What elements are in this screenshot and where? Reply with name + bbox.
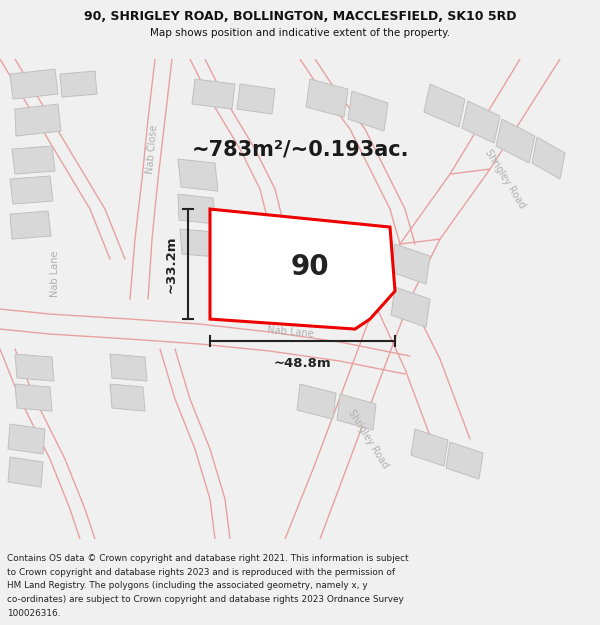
Text: Nab Lane: Nab Lane [266,325,314,339]
Polygon shape [110,354,147,381]
Polygon shape [12,146,55,174]
Text: ~783m²/~0.193ac.: ~783m²/~0.193ac. [191,139,409,159]
Polygon shape [15,384,52,411]
Text: 90, SHRIGLEY ROAD, BOLLINGTON, MACCLESFIELD, SK10 5RD: 90, SHRIGLEY ROAD, BOLLINGTON, MACCLESFI… [84,10,516,23]
Polygon shape [8,424,45,454]
Text: co-ordinates) are subject to Crown copyright and database rights 2023 Ordnance S: co-ordinates) are subject to Crown copyr… [7,595,404,604]
Text: 100026316.: 100026316. [7,609,61,618]
Polygon shape [297,384,336,419]
Polygon shape [192,79,235,109]
Polygon shape [8,457,43,487]
Text: ~48.8m: ~48.8m [274,357,331,370]
Polygon shape [391,287,430,327]
Polygon shape [110,384,145,411]
Text: Map shows position and indicative extent of the property.: Map shows position and indicative extent… [150,28,450,39]
Polygon shape [446,442,483,479]
Polygon shape [337,394,376,430]
Polygon shape [532,137,565,179]
Polygon shape [15,354,54,381]
Text: Contains OS data © Crown copyright and database right 2021. This information is : Contains OS data © Crown copyright and d… [7,554,409,563]
Text: Nab Lane: Nab Lane [50,251,60,298]
Polygon shape [391,244,430,284]
Polygon shape [178,194,216,224]
Text: ~33.2m: ~33.2m [165,235,178,292]
Text: Shrigley Road: Shrigley Road [483,148,527,210]
Polygon shape [306,79,348,117]
Polygon shape [10,211,51,239]
Polygon shape [237,84,275,114]
Polygon shape [348,91,388,131]
Polygon shape [424,84,465,127]
Polygon shape [10,176,53,204]
Polygon shape [462,101,500,143]
Polygon shape [180,229,218,257]
Polygon shape [496,119,535,163]
Polygon shape [60,71,97,97]
Polygon shape [210,209,395,329]
Polygon shape [178,159,218,191]
Polygon shape [15,104,61,136]
Text: Shrigley Road: Shrigley Road [346,408,390,470]
Text: 90: 90 [290,253,329,281]
Polygon shape [10,69,58,99]
Text: Nab Close: Nab Close [145,124,159,174]
Text: HM Land Registry. The polygons (including the associated geometry, namely x, y: HM Land Registry. The polygons (includin… [7,581,368,591]
Polygon shape [411,429,448,466]
Text: to Crown copyright and database rights 2023 and is reproduced with the permissio: to Crown copyright and database rights 2… [7,568,395,577]
